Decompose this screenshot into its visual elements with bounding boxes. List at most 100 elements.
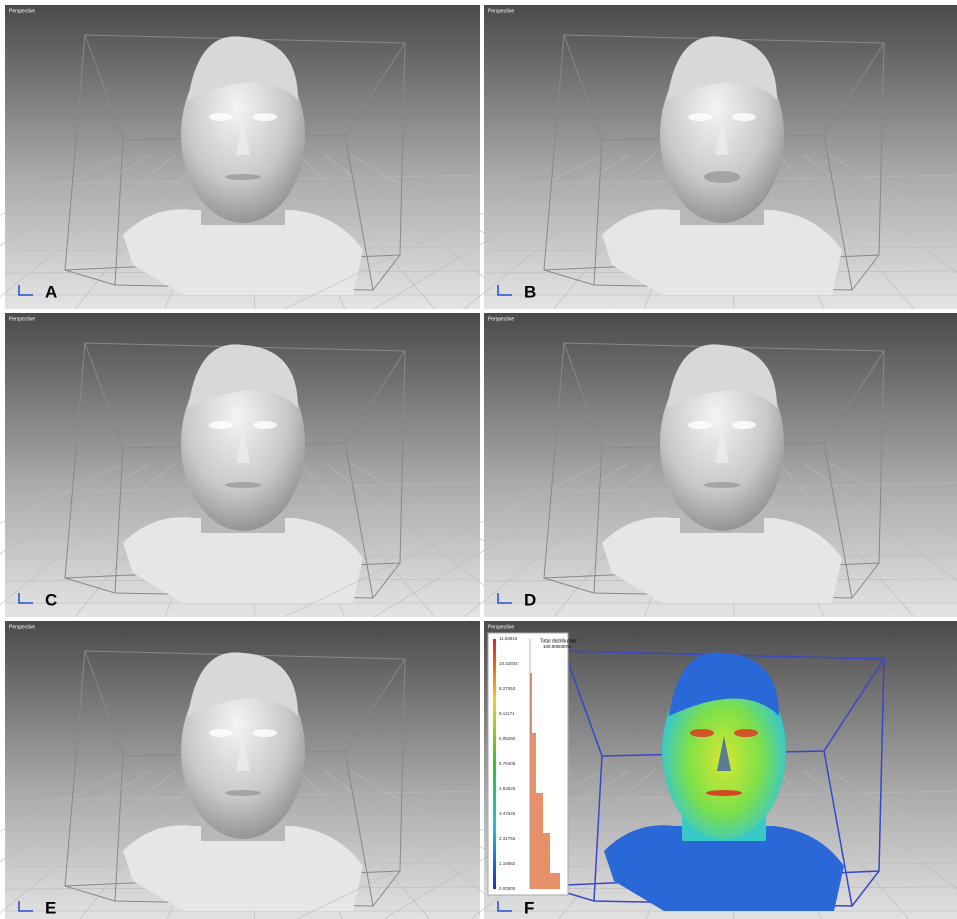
panel-label: D xyxy=(524,590,536,609)
axis-triad xyxy=(497,593,512,604)
floor-grid xyxy=(0,462,151,554)
mouth xyxy=(225,482,261,488)
mouth xyxy=(225,790,261,796)
mouth xyxy=(225,174,261,180)
floor-grid xyxy=(299,462,436,618)
shoulders xyxy=(123,517,363,603)
axis-triad xyxy=(497,901,512,912)
legend-tick-label: 2.31763 xyxy=(499,836,516,841)
floor-grid xyxy=(803,770,957,890)
legend-tick-label: 9.27053 xyxy=(499,686,516,691)
eye xyxy=(253,729,277,737)
legend-tick-label: 4.63526 xyxy=(499,786,516,791)
eye xyxy=(253,113,277,121)
floor-grid xyxy=(0,770,126,832)
floor-grid xyxy=(0,770,151,862)
panel: Perspective E xyxy=(0,621,606,919)
legend-total: 100.000000% xyxy=(543,644,571,649)
mouth xyxy=(706,790,742,796)
hair xyxy=(188,344,298,408)
floor-grid xyxy=(463,154,655,310)
color-bar xyxy=(493,639,496,889)
viewport-name: Perspective xyxy=(9,316,35,322)
panel: Perspective D xyxy=(283,313,957,618)
shoulders xyxy=(123,825,363,911)
floor-grid xyxy=(778,154,915,310)
shoulders xyxy=(602,517,842,603)
viewport-name: Perspective xyxy=(488,316,514,322)
panel-label: A xyxy=(45,282,57,301)
nose xyxy=(236,120,250,155)
floor-grid xyxy=(0,462,126,524)
floor-grid xyxy=(0,462,176,606)
eye xyxy=(690,729,714,737)
legend-tick-label: 8.11171 xyxy=(499,711,515,716)
floor-grid xyxy=(0,154,151,246)
panel: Perspective A xyxy=(0,5,616,310)
floor-grid xyxy=(0,154,126,216)
floor-grid xyxy=(283,154,605,310)
eye xyxy=(253,421,277,429)
floor-grid xyxy=(0,770,176,914)
legend-tick-label: 5.79408 xyxy=(499,761,516,766)
viewport-name: Perspective xyxy=(488,8,514,14)
floor-grid xyxy=(373,154,630,310)
hair xyxy=(667,36,777,100)
nose xyxy=(715,428,729,463)
legend-title: Total distribution: xyxy=(540,638,578,644)
legend-tick-label: 1.15882 xyxy=(499,861,516,866)
panel-label: C xyxy=(45,590,57,609)
histogram xyxy=(530,673,560,889)
panel-label: F xyxy=(524,898,534,917)
panel: Perspective F Total distribution:100.00000… xyxy=(295,621,957,919)
axis-triad xyxy=(18,285,33,296)
panel: Perspective C xyxy=(0,313,616,618)
legend-tick-label: 6.95290 xyxy=(499,736,516,741)
floor-grid xyxy=(463,462,655,618)
floor-grid xyxy=(778,770,910,919)
axis-triad xyxy=(18,593,33,604)
eye xyxy=(732,421,756,429)
panel-label: B xyxy=(524,282,536,301)
hair xyxy=(667,344,777,408)
floor-grid xyxy=(803,462,957,582)
panel-label: E xyxy=(45,898,56,917)
floor-grid xyxy=(283,462,605,618)
mouth xyxy=(704,171,740,183)
eye xyxy=(688,421,712,429)
nose xyxy=(717,736,731,771)
eye xyxy=(732,113,756,121)
floor-grid xyxy=(0,154,176,298)
hair xyxy=(188,652,298,716)
eye xyxy=(209,113,233,121)
nose xyxy=(236,736,250,771)
viewport-name: Perspective xyxy=(9,624,35,630)
legend-tick-label: 3.47645 xyxy=(499,811,516,816)
floor-grid xyxy=(299,770,431,919)
eye xyxy=(209,421,233,429)
eye xyxy=(209,729,233,737)
floor-grid xyxy=(373,462,630,618)
floor-grid xyxy=(299,154,436,310)
axis-triad xyxy=(497,285,512,296)
floor-grid xyxy=(803,154,957,274)
viewport-name: Perspective xyxy=(488,624,514,630)
eye xyxy=(688,113,712,121)
eye xyxy=(734,729,758,737)
shoulders xyxy=(123,209,363,295)
legend: Total distribution:100.000000% 11.58816 10… xyxy=(487,632,578,896)
floor-grid xyxy=(828,154,957,230)
legend-tick-label: 10.42934 xyxy=(499,661,518,666)
shoulders xyxy=(604,825,844,911)
legend-tick-label: 11.58816 xyxy=(499,636,518,641)
legend-panel xyxy=(487,632,569,896)
shoulders xyxy=(602,209,842,295)
panel: Perspective B xyxy=(283,5,957,310)
nose xyxy=(715,120,729,155)
hair xyxy=(188,36,298,100)
viewport-name: Perspective xyxy=(9,8,35,14)
nose xyxy=(236,428,250,463)
floor-grid xyxy=(828,770,957,846)
floor-grid xyxy=(828,462,957,538)
